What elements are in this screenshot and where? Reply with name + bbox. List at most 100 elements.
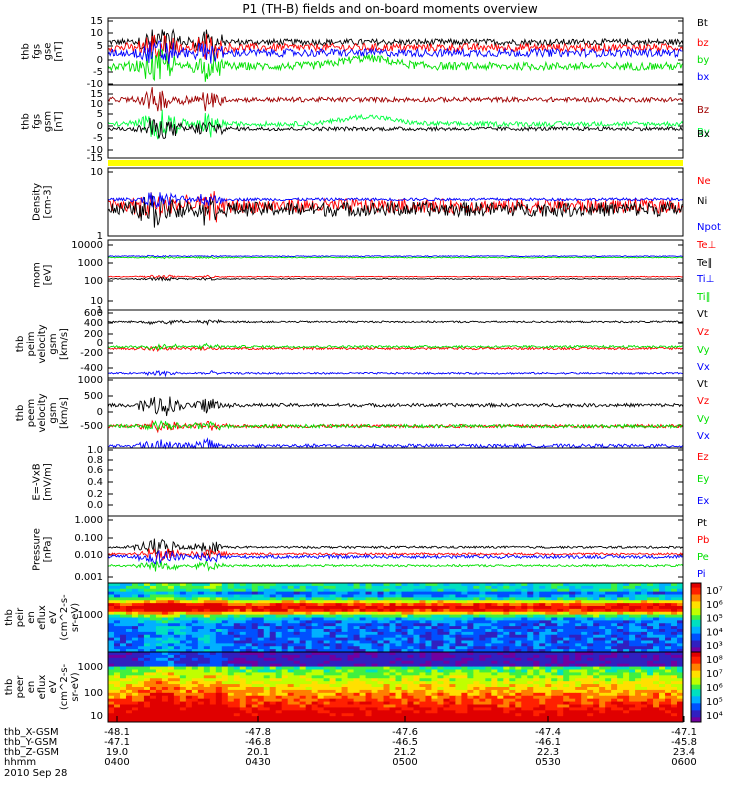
spectrogram-cell (605, 646, 612, 650)
spectrogram-cell (431, 687, 438, 691)
spectrogram-cell (383, 719, 391, 723)
spectrogram-cell (401, 704, 408, 708)
spectrogram-cell (647, 629, 654, 633)
spectrogram-cell (473, 707, 480, 711)
spectrogram-cell (323, 666, 331, 670)
spectrogram-cell (515, 617, 522, 621)
spectrogram-cell (341, 603, 349, 607)
spectrogram-cell (119, 669, 127, 673)
spectrogram-cell (281, 600, 289, 604)
spectrogram-cell (173, 681, 181, 685)
spectrogram-cell (173, 672, 181, 676)
ylabel-line: fgs (32, 44, 43, 59)
spectrogram-cell (233, 640, 241, 644)
spectrogram-cell (251, 654, 259, 659)
spectrogram-cell (119, 634, 127, 639)
spectrogram-cell (365, 646, 373, 650)
spectrogram-cell (473, 681, 480, 685)
spectrogram-cell (545, 631, 552, 636)
spectrogram-cell (113, 611, 121, 616)
spectrogram-cell (431, 713, 438, 717)
spectrogram-cell (347, 692, 355, 697)
spectrogram-cell (209, 672, 217, 676)
spectrogram-cell (395, 614, 402, 619)
spectrogram-cell (108, 652, 115, 656)
spectrogram-cell (269, 666, 277, 670)
spectrogram-cell (527, 640, 534, 644)
spectrogram-cell (671, 626, 678, 630)
spectrogram-cell (647, 675, 654, 679)
spectrogram-cell (581, 701, 588, 705)
spectrogram-cell (443, 626, 450, 630)
spectrogram-cell (353, 640, 361, 644)
spectrogram-cell (485, 620, 492, 624)
spectrogram-cell (575, 657, 582, 662)
spectrogram-cell (413, 660, 420, 665)
spectrogram-cell (431, 643, 438, 647)
spectrogram-cell (437, 666, 444, 670)
spectrogram-cell (155, 666, 163, 670)
spectrogram-cell (305, 626, 313, 630)
spectrogram-cell (311, 631, 319, 636)
spectrogram-cell (581, 608, 588, 613)
spectrogram-cell (365, 611, 373, 616)
spectrogram-cell (161, 597, 169, 601)
y-tick-label: 0.100 (74, 533, 103, 544)
spectrogram-cell (215, 678, 223, 682)
spectrogram-cell (491, 631, 498, 636)
spectrogram-cell (161, 629, 169, 633)
spectrogram-cell (347, 646, 355, 650)
spectrogram-cell (533, 603, 540, 607)
spectrogram-cell (653, 594, 660, 598)
spectrogram-cell (419, 626, 426, 630)
spectrogram-cell (521, 652, 528, 656)
spectrogram-cell (185, 623, 193, 627)
spectrogram-cell (119, 643, 127, 647)
spectrogram-cell (155, 626, 163, 630)
spectrogram-cell (263, 583, 271, 587)
spectrogram-cell (671, 583, 678, 587)
spectrogram-cell (203, 583, 211, 587)
spectrogram-cell (635, 617, 642, 621)
spectrogram-cell (539, 603, 546, 607)
spectrogram-cell (119, 707, 127, 711)
spectrogram-cell (401, 675, 408, 679)
spectrogram-cell (479, 672, 486, 676)
spectrogram-cell (323, 585, 331, 590)
spectrogram-cell (185, 719, 193, 723)
spectrogram-cell (275, 675, 283, 679)
colorbar-step (691, 682, 701, 686)
spectrogram-cell (263, 606, 271, 610)
spectrogram-cell (557, 695, 564, 700)
spectrogram-cell (125, 692, 133, 697)
spectrogram-cell (239, 640, 247, 644)
spectrogram-cell (491, 666, 498, 670)
spectrogram-cell (539, 606, 546, 610)
spectrogram-cell (173, 617, 181, 621)
spectrogram-cell (551, 597, 558, 601)
spectrogram-cell (155, 681, 163, 685)
spectrogram-cell (359, 663, 367, 668)
spectrogram-cell (443, 614, 450, 619)
spectrogram-cell (179, 649, 187, 653)
spectrogram-cell (605, 689, 612, 694)
spectrogram-cell (635, 623, 642, 627)
spectrogram-cell (287, 591, 295, 596)
spectrogram-cell (647, 695, 654, 700)
spectrogram-cell (545, 620, 552, 624)
spectrogram-cell (647, 692, 654, 697)
spectrogram-cell (113, 631, 121, 636)
spectrogram-cell (533, 666, 540, 670)
spectrogram-cell (125, 710, 133, 714)
spectrogram-cell (587, 594, 594, 598)
spectrogram-cell (353, 698, 361, 703)
spectrogram-cell (617, 608, 624, 613)
colorbar-step (691, 684, 701, 688)
spectrogram-cell (293, 631, 301, 636)
spectrogram-cell (371, 666, 379, 670)
spectrogram-cell (419, 603, 426, 607)
spectrogram-cell (209, 588, 217, 593)
panel-peir: thb peir en eflux eV (cm^2-s-sr-eV)100010⁷10⁶… (4, 582, 723, 653)
spectrogram-cell (377, 649, 385, 653)
spectrogram-cell (143, 594, 151, 598)
